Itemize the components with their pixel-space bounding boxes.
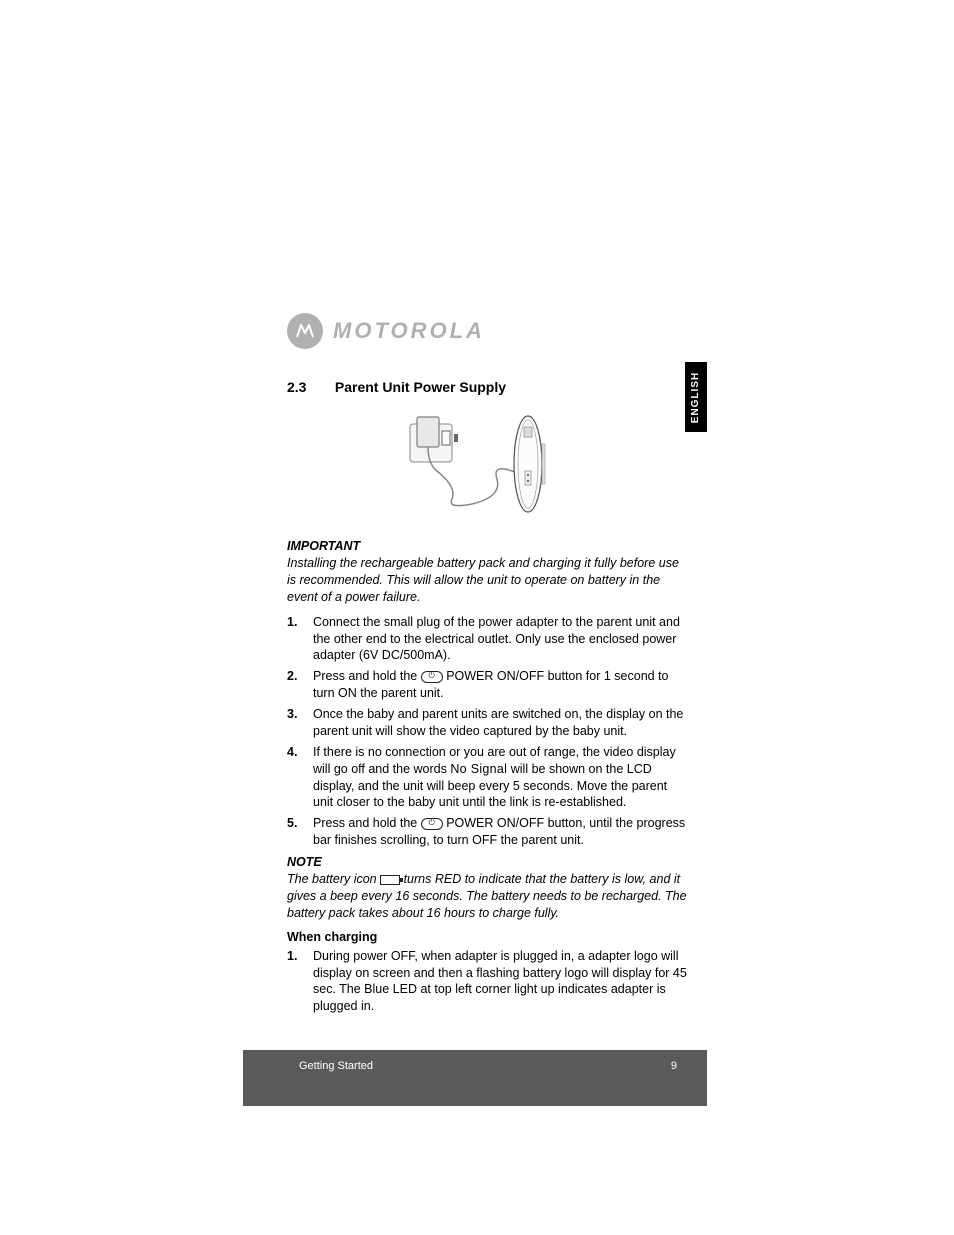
charging-step-1: 1.During power OFF, when adapter is plug… (287, 948, 687, 1016)
important-label: IMPORTANT (287, 539, 687, 553)
step-1: 1.Connect the small plug of the power ad… (287, 614, 687, 665)
document-page: ENGLISH MOTOROLA 2.3 Parent Unit Power S… (0, 0, 954, 1235)
brand-wordmark: MOTOROLA (333, 318, 485, 344)
power-button-icon (421, 818, 443, 830)
side-strip (243, 0, 269, 1060)
charging-steps-list: 1.During power OFF, when adapter is plug… (287, 948, 687, 1016)
note-label: NOTE (287, 855, 687, 869)
power-button-icon (421, 671, 443, 683)
brand-header: MOTOROLA (287, 313, 687, 349)
step-5: 5.Press and hold the POWER ON/OFF button… (287, 815, 687, 849)
step-3: 3.Once the baby and parent units are swi… (287, 706, 687, 740)
step-2: 2.Press and hold the POWER ON/OFF button… (287, 668, 687, 702)
step-3-text: Once the baby and parent units are switc… (313, 707, 683, 738)
step-4: 4.If there is no connection or you are o… (287, 744, 687, 812)
language-label: ENGLISH (691, 371, 702, 422)
step-2-pre: Press and hold the (313, 669, 421, 683)
note-pre: The battery icon (287, 872, 380, 886)
note-text: The battery icon turns RED to indicate t… (287, 871, 687, 922)
language-tab: ENGLISH (685, 362, 707, 432)
page-footer: Getting Started 9 (269, 1050, 707, 1106)
charging-step-1-text: During power OFF, when adapter is plugge… (313, 949, 687, 1014)
section-title: Parent Unit Power Supply (335, 379, 506, 395)
battery-icon (380, 875, 400, 885)
setup-steps-list: 1.Connect the small plug of the power ad… (287, 614, 687, 849)
footer-strip (243, 1050, 269, 1106)
footer-page-number: 9 (671, 1060, 677, 1072)
section-number: 2.3 (287, 379, 331, 395)
important-text: Installing the rechargeable battery pack… (287, 555, 687, 606)
motorola-logo-icon (287, 313, 323, 349)
step-1-text: Connect the small plug of the power adap… (313, 615, 680, 663)
footer-section: Getting Started (299, 1060, 373, 1072)
power-supply-illustration (287, 409, 687, 519)
section-heading: 2.3 Parent Unit Power Supply (287, 379, 687, 395)
page-content: MOTOROLA 2.3 Parent Unit Power Supply (287, 313, 687, 1021)
charging-heading: When charging (287, 930, 687, 944)
no-signal-text: No Signal (450, 762, 507, 776)
step-5-pre: Press and hold the (313, 816, 421, 830)
